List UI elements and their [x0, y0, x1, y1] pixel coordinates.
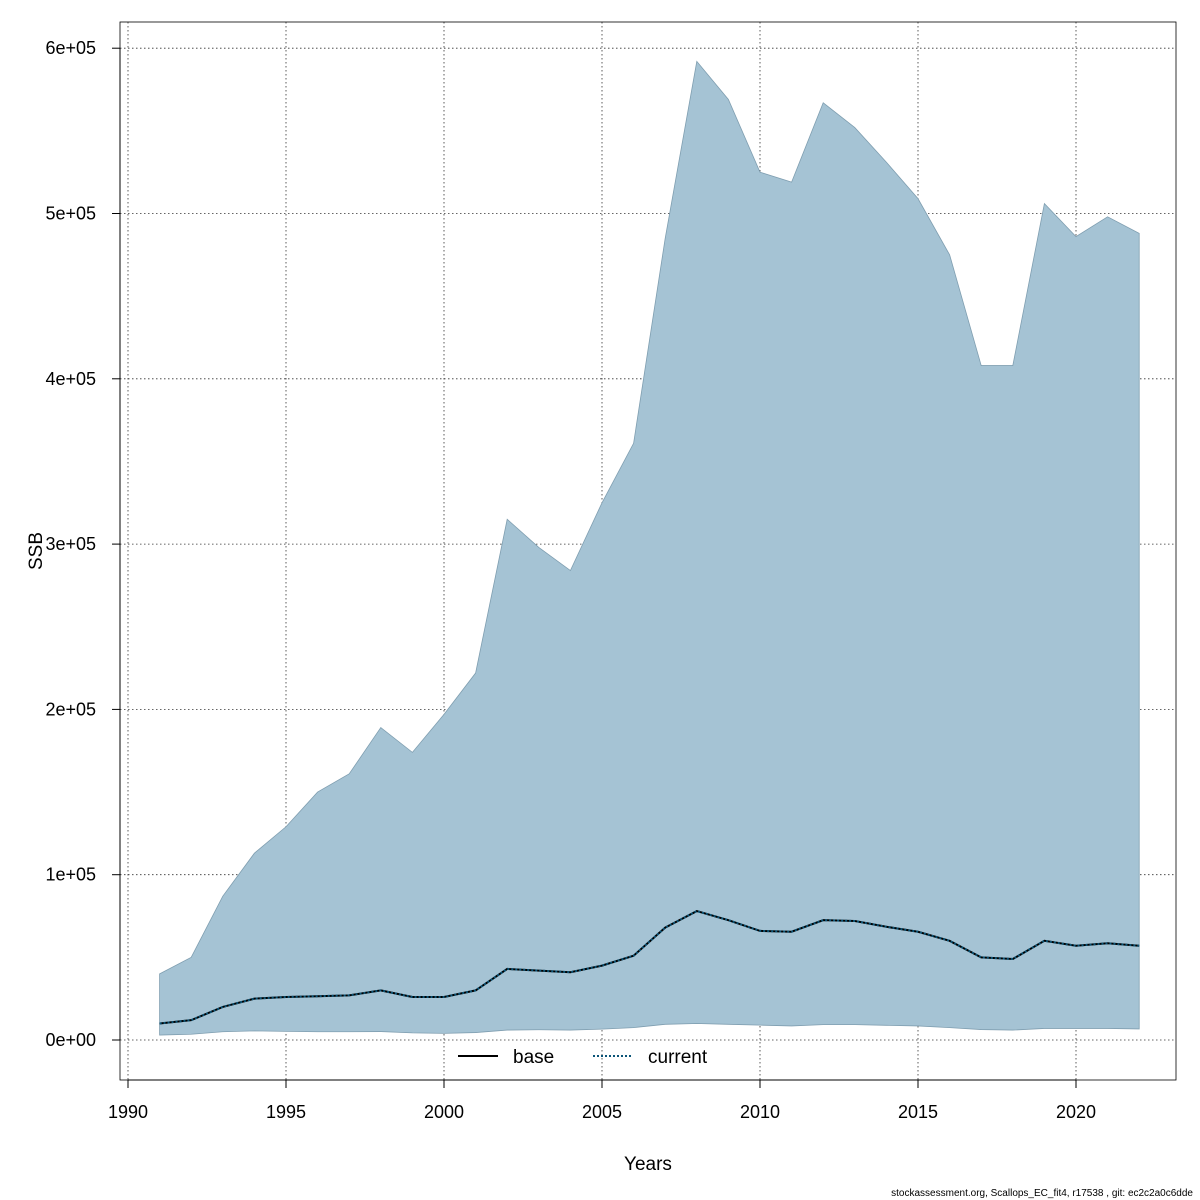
series-line-current [159, 909, 1140, 1025]
y-axis-title: SSB [26, 532, 47, 570]
x-tick-label: 2000 [424, 1102, 464, 1122]
x-tick-label: 1990 [108, 1102, 148, 1122]
y-tick-label: 6e+05 [45, 38, 96, 58]
legend: base current [458, 1047, 708, 1068]
x-axis: 1990 1995 2000 2005 2010 2015 2020 [108, 1079, 1096, 1122]
y-axis: 0e+00 1e+05 2e+05 3e+05 4e+05 5e+05 6e+05 [45, 38, 121, 1050]
y-tick-label: 3e+05 [45, 534, 96, 554]
x-tick-label: 2020 [1056, 1102, 1096, 1122]
footer-source: stockassessment.org, Scallops_EC_fit4, r… [891, 1188, 1193, 1199]
legend-label-current: current [648, 1047, 708, 1068]
x-tick-label: 2015 [898, 1102, 938, 1122]
x-tick-label: 2010 [740, 1102, 780, 1122]
y-tick-label: 0e+00 [45, 1030, 96, 1050]
confidence-band [159, 60, 1140, 1036]
y-tick-label: 4e+05 [45, 369, 96, 389]
legend-label-base: base [513, 1047, 554, 1068]
x-axis-title: Years [624, 1154, 672, 1175]
y-tick-label: 5e+05 [45, 204, 96, 224]
y-tick-label: 2e+05 [45, 699, 96, 719]
y-tick-label: 1e+05 [45, 865, 96, 885]
x-tick-label: 1995 [266, 1102, 306, 1122]
x-tick-label: 2005 [582, 1102, 622, 1122]
